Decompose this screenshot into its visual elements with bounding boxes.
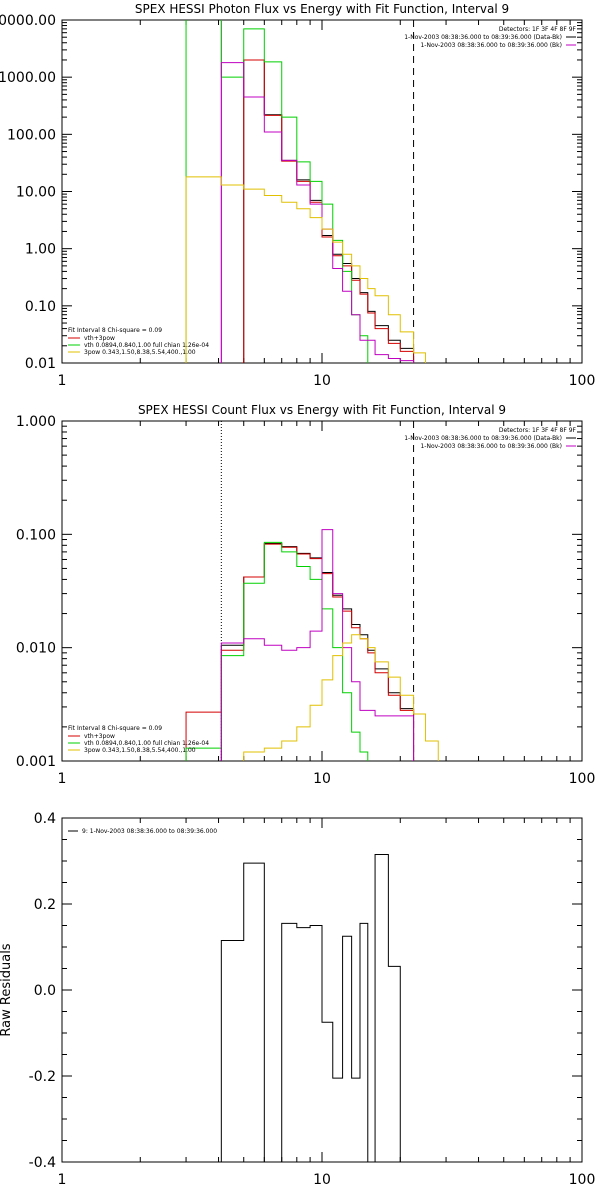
- chart-title: SPEX HESSI Photon Flux vs Energy with Fi…: [135, 2, 509, 16]
- data-layer: [220, 854, 401, 1162]
- series-1-step-line: [185, 543, 415, 761]
- series-4-step-line: [185, 176, 426, 363]
- x-tick-label: 1: [58, 373, 67, 389]
- legend-detectors: Detectors: 1F 3F 4F 8F 9F: [499, 26, 577, 33]
- series-2-step-line: [185, 20, 369, 363]
- x-tick-label: 10: [313, 373, 331, 389]
- photon-flux-panel: SPEX HESSI Photon Flux vs Energy with Fi…: [0, 2, 596, 389]
- y-tick-label: 0.001: [16, 754, 56, 770]
- y-tick-label: 1000.00: [0, 70, 56, 86]
- count-flux-panel: SPEX HESSI Count Flux vs Energy with Fit…: [16, 403, 595, 787]
- series-0-step-line: [220, 543, 415, 761]
- legend-item-label: vth 0.0894,0.840,1.00 full chian 1.26e-0…: [84, 740, 209, 747]
- y-tick-label: 0.2: [34, 897, 56, 913]
- legend-data-bk: 1-Nov-2003 08:38:36.000 to 08:39:36.000 …: [404, 34, 562, 41]
- legend-detectors: Detectors: 1F 3F 4F 8F 9F: [499, 427, 577, 434]
- legend-item-label: vth 0.0894,0.840,1.00 full chian 1.26e-0…: [84, 342, 209, 349]
- data-layer: [185, 20, 426, 363]
- y-tick-label: 0.0: [34, 983, 56, 999]
- y-tick-label: -0.4: [29, 1155, 56, 1171]
- legend-fit-interval: Fit Interval 8 Chi-square = 0.09: [68, 725, 162, 732]
- legend-item-label: vth+3pow: [84, 733, 115, 740]
- y-tick-label: 1.000: [16, 414, 56, 430]
- y-tick-label: 0.100: [16, 527, 56, 543]
- series-2-step-line: [185, 541, 369, 761]
- legend-interval-label: 9: 1-Nov-2003 08:38:36.000 to 08:39:36.0…: [82, 828, 217, 835]
- series-3-step-line: [220, 529, 415, 761]
- x-tick-label: 100: [569, 771, 596, 787]
- y-axis-label: Raw Residuals: [0, 943, 14, 1036]
- legend-bk: 1-Nov-2003 08:38:36.000 to 08:39:36.000 …: [420, 443, 562, 450]
- legend-bk: 1-Nov-2003 08:38:36.000 to 08:39:36.000 …: [420, 42, 562, 49]
- series-0-step-line: [220, 854, 401, 1162]
- series-3-step-line: [220, 62, 415, 363]
- y-tick-label: 100.00: [7, 127, 56, 143]
- x-tick-label: 100: [569, 1172, 596, 1188]
- x-tick-label: 1: [58, 1172, 67, 1188]
- residuals-panel: Raw Residuals 1 10 100 0.4 0.2 0.0 -0.2 -0.4 9: 1…: [0, 811, 595, 1188]
- x-tick-label: 100: [569, 373, 596, 389]
- data-layer: [185, 421, 439, 761]
- legend-fit-interval: Fit Interval 8 Chi-square = 0.09: [68, 327, 162, 334]
- series-4-step-line: [243, 634, 439, 761]
- y-tick-label: 1.00: [25, 242, 56, 258]
- x-tick-label: 1: [58, 771, 67, 787]
- legend-item-label: 3pow 0.343,1.50,8.38,5.54,400.,1.00: [84, 349, 196, 356]
- legend-item-label: 3pow 0.343,1.50,8.38,5.54,400.,1.00: [84, 747, 196, 754]
- series-0-step-line: [243, 59, 415, 363]
- chart-title: SPEX HESSI Count Flux vs Energy with Fit…: [138, 403, 506, 417]
- legend-data-bk: 1-Nov-2003 08:38:36.000 to 08:39:36.000 …: [404, 435, 562, 442]
- y-tick-label: 10.00: [16, 185, 56, 201]
- legend-item-label: vth+3pow: [84, 335, 115, 342]
- y-tick-label: 0.01: [25, 356, 56, 372]
- y-tick-label: -0.2: [29, 1069, 56, 1085]
- y-tick-label: 0.010: [16, 641, 56, 657]
- x-tick-label: 10: [313, 771, 331, 787]
- y-tick-label: 0.4: [34, 811, 56, 827]
- series-1-step-line: [243, 59, 415, 363]
- y-tick-label: 0.10: [25, 299, 56, 315]
- x-tick-label: 10: [313, 1172, 331, 1188]
